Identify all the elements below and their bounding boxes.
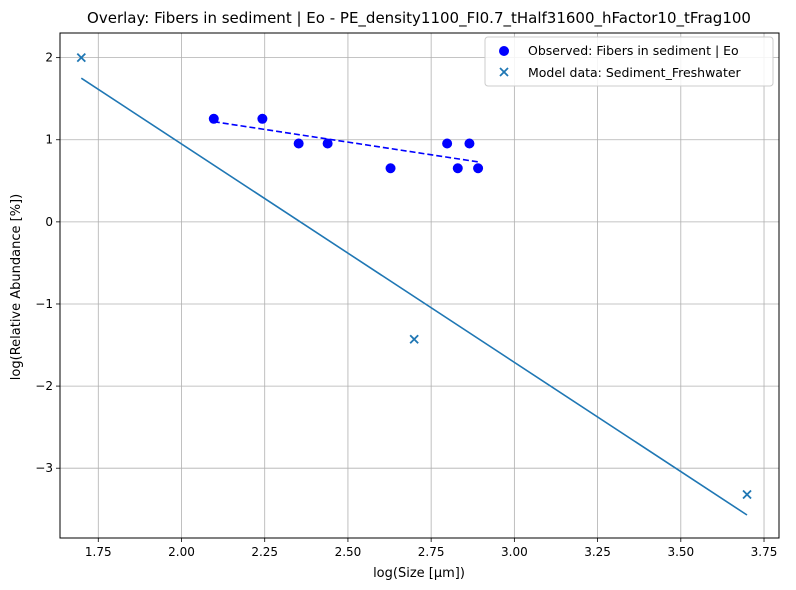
model-point bbox=[76, 52, 86, 63]
y-tick-label: −3 bbox=[35, 461, 53, 475]
x-tick-label: 2.75 bbox=[418, 545, 445, 559]
legend-box bbox=[484, 36, 774, 87]
x-tick-label: 2.25 bbox=[251, 545, 278, 559]
x-axis-ticks: 1.75 2.00 2.25 2.50 2.75 3.00 3.25 3.50 3.75 bbox=[85, 538, 777, 559]
legend-marker-observed bbox=[499, 46, 509, 56]
x-tick-label: 3.50 bbox=[667, 545, 694, 559]
x-tick-label: 3.75 bbox=[751, 545, 778, 559]
observed-point bbox=[293, 138, 304, 149]
legend-marker-model bbox=[499, 67, 509, 77]
y-tick-label: 1 bbox=[45, 133, 53, 147]
observed-point bbox=[442, 138, 453, 149]
fit-line-3 bbox=[80, 77, 748, 516]
x-axis-label: log(Size [μm]) bbox=[373, 566, 465, 581]
observed-point bbox=[322, 138, 333, 149]
plot-area-frame bbox=[59, 32, 780, 539]
observed-point bbox=[473, 163, 484, 174]
y-tick-label: −1 bbox=[35, 297, 53, 311]
y-axis-ticks: −3 −2 −1 0 1 2 bbox=[35, 51, 60, 475]
grid bbox=[60, 33, 779, 538]
chart-title: Overlay: Fibers in sediment | Eo - PE_de… bbox=[87, 9, 751, 28]
x-tick-label: 1.75 bbox=[85, 545, 112, 559]
observed-point bbox=[257, 113, 268, 124]
observed-point bbox=[464, 138, 475, 149]
y-tick-label: −2 bbox=[35, 379, 53, 393]
observed-point bbox=[452, 163, 463, 174]
plot-series bbox=[76, 52, 752, 516]
x-tick-label: 2.00 bbox=[168, 545, 195, 559]
legend: Observed: Fibers in sediment | Eo Model … bbox=[484, 36, 774, 87]
x-tick-label: 3.00 bbox=[501, 545, 528, 559]
y-tick-label: 0 bbox=[45, 215, 53, 229]
observed-point bbox=[385, 163, 396, 174]
x-tick-label: 2.50 bbox=[335, 545, 362, 559]
legend-label-observed: Observed: Fibers in sediment | Eo bbox=[528, 43, 739, 58]
model-point bbox=[409, 334, 419, 344]
x-tick-label: 3.25 bbox=[584, 545, 611, 559]
y-axis-label: log(Relative Abundance [%]) bbox=[9, 194, 24, 380]
model-point bbox=[742, 489, 752, 500]
y-tick-label: 2 bbox=[45, 51, 53, 65]
observed-point bbox=[208, 113, 219, 124]
legend-label-model: Model data: Sediment_Freshwater bbox=[528, 65, 742, 80]
